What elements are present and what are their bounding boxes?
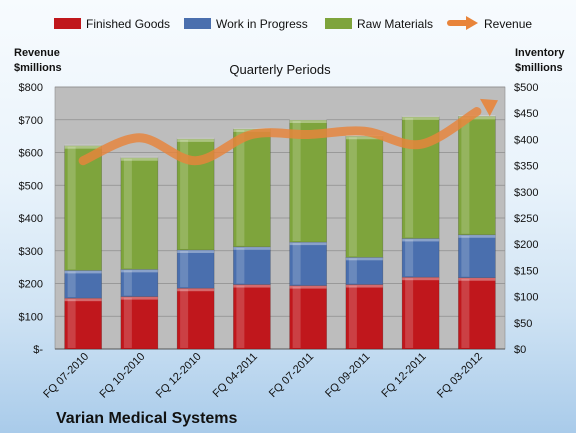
left-axis-ticks: $- $100 $200 $300 $400 $500 $600 $700 $800 [19, 82, 44, 356]
x-tick-label: FQ 09-2011 [323, 351, 372, 400]
chart-title: Quarterly Periods [229, 62, 331, 77]
left-tick-label: $300 [19, 246, 43, 258]
left-tick-label: $100 [19, 311, 43, 323]
bar-raw-materials [233, 127, 271, 248]
right-tick-label: $400 [514, 134, 538, 146]
right-tick-label: $300 [514, 187, 538, 199]
left-tick-label: $600 [19, 148, 43, 160]
right-tick-label: $350 [514, 161, 538, 173]
revenue-line-layer [78, 98, 498, 166]
right-axis-title-line2: $millions [515, 62, 563, 74]
right-tick-label: $200 [514, 239, 538, 251]
bar-finished-goods [176, 287, 215, 350]
left-tick-label: $400 [19, 213, 43, 225]
x-tick-label: FQ 04-2011 [211, 351, 260, 400]
left-axis-title-line2: $millions [14, 62, 62, 74]
legend-label-finished-goods: Finished Goods [86, 17, 170, 31]
bar-raw-materials [458, 115, 496, 236]
right-tick-label: $100 [514, 292, 538, 304]
bar-raw-materials [401, 115, 440, 239]
bar-finished-goods [401, 276, 440, 350]
right-tick-label: $250 [514, 213, 538, 225]
left-tick-label: $700 [19, 115, 43, 127]
bar-work-in-progress [401, 237, 440, 278]
x-axis-ticks: FQ 07-2010 FQ 10-2010 FQ 12-2010 FQ 04-2011… [41, 351, 485, 401]
bar-work-in-progress [64, 269, 102, 299]
bar-finished-goods [345, 283, 384, 350]
legend-label-revenue: Revenue [484, 17, 532, 31]
legend-swatch-work-in-progress [184, 18, 211, 29]
left-axis-title-line1: Revenue [14, 47, 60, 59]
revenue-line [78, 107, 482, 166]
bar-work-in-progress [289, 241, 327, 286]
legend-label-raw-materials: Raw Materials [357, 17, 433, 31]
left-tick-label: $- [33, 344, 43, 356]
x-tick-label: FQ 03-2012 [435, 351, 485, 401]
legend-swatch-revenue-arrowhead [466, 16, 478, 30]
bars [64, 115, 496, 350]
revenue-arrowhead [480, 98, 498, 117]
bar-finished-goods [64, 297, 102, 350]
right-axis-ticks: $0 $50 $100 $150 $200 $250 $300 $350 $400 $450 $50… [514, 82, 538, 356]
x-tick-label: FQ 10-2010 [98, 351, 148, 401]
bar-finished-goods [458, 276, 496, 350]
left-tick-label: $800 [19, 82, 43, 94]
bar-raw-materials [289, 119, 327, 243]
right-tick-label: $450 [514, 108, 538, 120]
bar-raw-materials [345, 135, 384, 258]
x-tick-label: FQ 12-2011 [379, 351, 428, 400]
right-tick-label: $150 [514, 265, 538, 277]
bar-raw-materials [64, 144, 102, 271]
x-tick-label: FQ 07-2010 [41, 351, 91, 401]
left-tick-label: $200 [19, 279, 43, 291]
bar-work-in-progress [233, 245, 271, 285]
legend-swatch-raw-materials [325, 18, 352, 29]
left-tick-label: $500 [19, 180, 43, 192]
bar-finished-goods [289, 284, 327, 350]
right-tick-label: $50 [514, 318, 532, 330]
right-tick-label: $500 [514, 82, 538, 94]
legend-label-work-in-progress: Work in Progress [216, 17, 308, 31]
company-name: Varian Medical Systems [56, 410, 238, 427]
right-tick-label: $0 [514, 344, 526, 356]
bar-work-in-progress [345, 256, 384, 285]
bar-finished-goods [233, 283, 271, 350]
right-axis-title-line1: Inventory [515, 47, 565, 59]
x-tick-label: FQ 07-2011 [267, 351, 316, 400]
x-tick-label: FQ 12-2010 [154, 351, 204, 401]
bar-work-in-progress [176, 248, 215, 289]
bar-work-in-progress [120, 268, 159, 297]
bar-raw-materials [120, 156, 159, 270]
legend: Finished Goods Work in Progress Raw Mate… [54, 16, 532, 31]
legend-swatch-finished-goods [54, 18, 81, 29]
bar-work-in-progress [458, 233, 496, 279]
bar-finished-goods [120, 295, 159, 350]
